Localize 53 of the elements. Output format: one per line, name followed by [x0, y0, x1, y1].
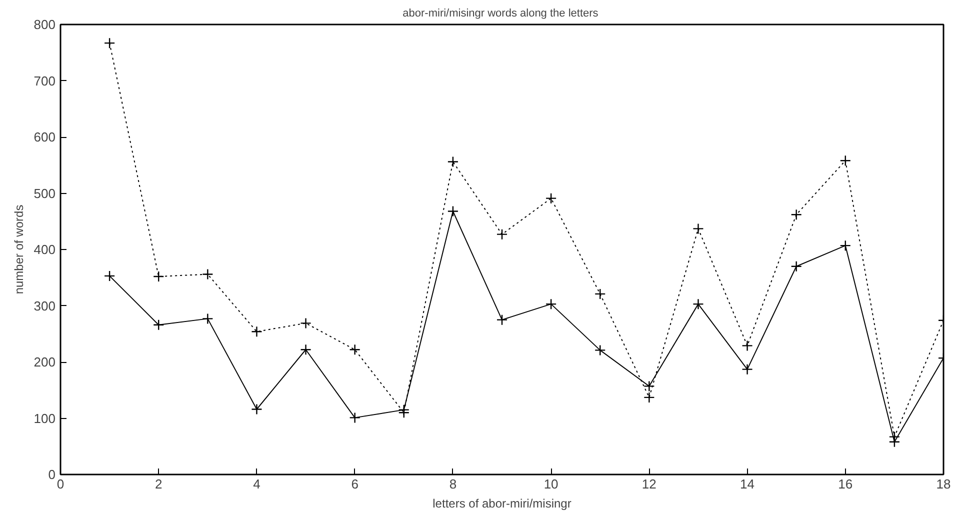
x-axis-title: letters of abor-miri/misingr	[432, 496, 572, 510]
y-axis-title: number of words	[12, 204, 26, 294]
point	[644, 380, 655, 392]
point	[447, 206, 459, 217]
chart-title: abor-miri/misingr words along the letters	[402, 8, 599, 20]
x-tick-label: 6	[351, 476, 358, 492]
point	[202, 313, 214, 324]
x-tick-label: 4	[253, 476, 260, 492]
point	[594, 288, 606, 300]
point	[349, 412, 360, 424]
x-tick-label: 18	[936, 476, 951, 492]
point	[840, 155, 851, 166]
point	[300, 344, 312, 356]
point	[594, 344, 606, 356]
point	[349, 344, 360, 356]
y-tick-label: 600	[34, 130, 56, 144]
x-tick-label: 16	[838, 476, 853, 492]
point	[202, 268, 214, 280]
point	[692, 298, 704, 310]
point	[888, 431, 900, 442]
y-tick-label: 300	[34, 298, 56, 314]
x-tick-label: 2	[154, 476, 162, 492]
point	[790, 209, 802, 220]
x-tick-label: 14	[740, 476, 755, 492]
point	[644, 392, 655, 404]
point	[692, 223, 704, 234]
point	[153, 319, 164, 330]
point	[742, 340, 753, 352]
point	[104, 37, 116, 49]
y-tick-label: 0	[48, 467, 56, 482]
y-tick-label: 100	[34, 410, 56, 426]
point	[545, 298, 557, 310]
point	[300, 318, 312, 329]
y-tick-label: 400	[34, 242, 56, 257]
point	[790, 260, 802, 272]
x-tick-label: 12	[642, 476, 656, 492]
point	[496, 314, 508, 326]
point	[840, 240, 851, 252]
point	[104, 270, 116, 282]
point	[398, 407, 410, 418]
x-tick-label: 10	[544, 476, 558, 492]
y-tick-label: 800	[34, 17, 56, 32]
point	[153, 270, 164, 282]
y-tick-label: 700	[34, 73, 56, 88]
x-tick-label: 8	[449, 476, 457, 492]
point	[545, 192, 557, 204]
y-tick-label: 500	[34, 186, 56, 201]
point	[742, 364, 753, 375]
point	[496, 228, 508, 240]
point	[251, 326, 262, 338]
point	[251, 404, 262, 415]
y-tick-label: 200	[34, 354, 56, 370]
point	[447, 156, 459, 168]
